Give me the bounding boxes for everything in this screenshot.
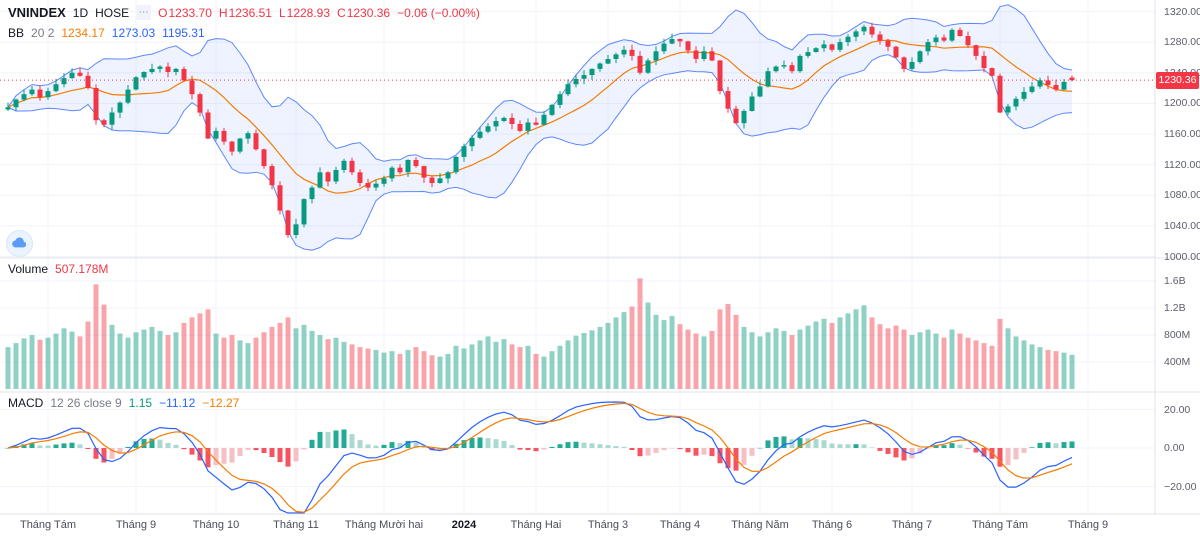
time-axis-label: Tháng Tám — [19, 519, 77, 531]
bb-lower-value: 1195.31 — [162, 26, 205, 40]
volume-axis-label: 1.6B — [1164, 275, 1186, 287]
price-axis-label: 1080.00 — [1164, 189, 1200, 202]
close-label: C — [337, 5, 346, 20]
volume-legend: Volume 507.178M — [8, 262, 108, 276]
low-label: L — [278, 5, 286, 20]
bb-params: 20 2 — [31, 26, 55, 40]
cloud-icon — [12, 237, 27, 248]
cloud-button[interactable] — [6, 230, 33, 257]
bb-basis-value: 1234.17 — [61, 26, 105, 40]
price-axis-label: 1120.00 — [1164, 158, 1200, 171]
price-axis-label: 1160.00 — [1164, 128, 1200, 140]
price-axis-label: 1320.00 — [1164, 5, 1200, 18]
price-axis-label: 1200.00 — [1164, 97, 1200, 110]
symbol-name[interactable]: VNINDEX — [8, 5, 66, 20]
time-axis-label: Tháng 4 — [659, 519, 701, 531]
open-label: O — [158, 5, 168, 20]
time-axis-label: Tháng 10 — [192, 519, 240, 531]
time-axis-label: Tháng 7 — [891, 519, 933, 531]
macd-axis-label: −20.00 — [1164, 480, 1197, 493]
time-axis-label: Tháng 9 — [115, 519, 157, 531]
current-price-badge: 1230.36 — [1156, 71, 1199, 89]
time-axis-label: Tháng Mười hai — [344, 519, 424, 531]
open-value: 1233.70 — [168, 5, 212, 20]
macd-params: 12 26 close 9 — [50, 396, 122, 410]
volume-axis-label: 800M — [1164, 329, 1191, 341]
time-axis-label: Tháng Tám — [971, 519, 1029, 531]
macd-legend: MACD 12 26 close 9 1.15 −11.12 −12.27 — [8, 396, 239, 410]
volume-value: 507.178M — [55, 262, 109, 276]
high-label: H — [218, 5, 228, 20]
volume-axis-label: 1.2B — [1164, 302, 1186, 314]
price-axis-label: 1280.00 — [1164, 36, 1200, 49]
interval-label[interactable]: 1D — [72, 5, 89, 20]
macd-axis-label: 0.00 — [1164, 442, 1185, 454]
volume-label[interactable]: Volume — [8, 262, 49, 276]
bollinger-legend: BB 20 2 1234.17 1273.03 1195.31 — [8, 26, 205, 40]
bb-name[interactable]: BB — [8, 26, 25, 40]
time-axis-label: Tháng 9 — [1067, 519, 1109, 531]
symbol-legend: VNINDEX 1D HOSE ⋯ O 1233.70 H 1236.51 L 122… — [8, 5, 480, 20]
low-value: 1228.93 — [286, 5, 331, 20]
macd-axis-label: 20.00 — [1164, 403, 1191, 416]
bb-upper-value: 1273.03 — [111, 26, 156, 40]
exchange-label[interactable]: HOSE — [95, 5, 130, 20]
close-value: 1230.36 — [346, 5, 391, 20]
time-axis-label: Tháng 3 — [587, 519, 629, 531]
price-axis-label: 1040.00 — [1164, 219, 1200, 232]
legend-more-icon[interactable]: ⋯ — [136, 5, 152, 20]
macd-line-value: −11.12 — [159, 396, 196, 410]
time-axis-label: Tháng 11 — [273, 519, 319, 531]
time-axis-label: Tháng Năm — [731, 519, 789, 531]
macd-signal-value: −12.27 — [202, 396, 240, 410]
price-axis-label: 1000.00 — [1164, 250, 1200, 263]
time-axis-label: 2024 — [451, 519, 477, 531]
macd-name[interactable]: MACD — [8, 396, 44, 410]
time-axis-label: Tháng 6 — [811, 519, 853, 531]
macd-histogram-value: 1.15 — [128, 396, 153, 410]
high-value: 1236.51 — [228, 5, 272, 20]
time-axis-label: Tháng Hai — [510, 519, 562, 531]
volume-axis-label: 400M — [1164, 356, 1191, 368]
change-value: −0.06 (−0.00%) — [397, 5, 480, 20]
